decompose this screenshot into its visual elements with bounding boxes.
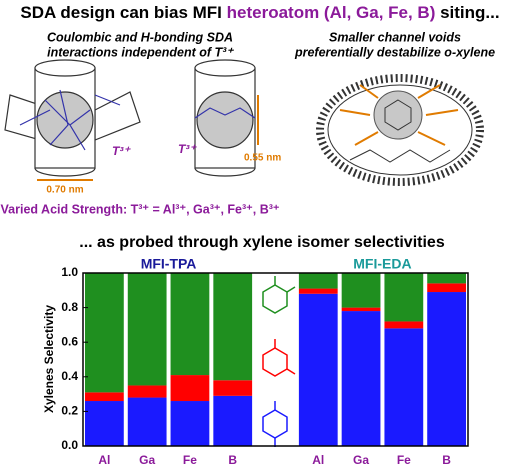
caption: preferentially destabilize o-xylene — [294, 45, 495, 59]
title-part: SDA design can bias MFI — [20, 3, 226, 22]
y-tick-label: 0.6 — [61, 334, 78, 348]
bar-segment — [170, 375, 210, 402]
bar-segment — [384, 273, 424, 322]
y-tick-label: 0.8 — [61, 300, 78, 314]
y-tick-label: 0.0 — [61, 438, 78, 452]
bar-segment — [85, 392, 124, 402]
bar-segment — [170, 401, 210, 446]
caption: Coulombic and H-bonding SDA — [47, 30, 233, 44]
bar-segment — [427, 283, 466, 293]
acid-strength: Varied Acid Strength: T³⁺ = Al³⁺, Ga³⁺, … — [1, 202, 280, 216]
plot-frame — [82, 272, 469, 447]
chart-title: ... as probed through xylene isomer sele… — [79, 234, 445, 251]
bar-segment — [384, 328, 424, 446]
x-tick-label: B — [442, 453, 451, 467]
bar-segment — [341, 311, 381, 446]
x-tick-label: Al — [98, 453, 110, 467]
y-tick-label: 0.4 — [61, 369, 78, 383]
bar-segment — [427, 292, 466, 446]
bar-segment — [213, 273, 253, 381]
y-tick-label: 1.0 — [61, 265, 78, 279]
bar-segment — [213, 380, 253, 396]
bar-segment — [85, 273, 124, 393]
width-label: 0.55 nm — [244, 153, 281, 164]
x-tick-label: B — [228, 453, 237, 467]
x-tick-label: Fe — [183, 453, 197, 467]
bar-segment — [127, 385, 167, 398]
t-label: T³⁺ — [112, 144, 131, 158]
bar-segment — [127, 397, 167, 446]
x-tick-label: Ga — [353, 453, 369, 467]
isomer-icons — [262, 276, 296, 447]
channel-sketch — [4, 59, 259, 181]
group-label: MFI-TPA — [141, 256, 197, 272]
x-tick-label: Ga — [139, 453, 155, 467]
title-part: siting... — [435, 3, 499, 22]
caption: interactions independent of T³⁺ — [47, 45, 234, 59]
group-label: MFI-EDA — [353, 256, 411, 272]
bar-segment — [298, 293, 338, 446]
t-label: T³⁺ — [178, 142, 197, 156]
void-sketch — [316, 74, 484, 186]
title: SDA design can bias MFI heteroatom (Al, … — [20, 3, 499, 22]
caption: Smaller channel voids — [329, 30, 461, 44]
bar-segment — [341, 307, 381, 312]
bar-segment — [384, 321, 424, 329]
y-axis-label: Xylenes Selectivity — [42, 305, 56, 413]
bar-segment — [170, 273, 210, 376]
x-tick-label: Al — [312, 453, 324, 467]
bar-segment — [85, 401, 124, 446]
y-tick-label: 0.2 — [61, 404, 78, 418]
title-part: heteroatom (Al, Ga, Fe, B) — [227, 3, 436, 22]
bar-segment — [298, 288, 338, 294]
bar-segment — [298, 273, 338, 289]
bar-segment — [127, 273, 167, 386]
bar-segment — [213, 395, 253, 446]
x-tick-label: Fe — [397, 453, 411, 467]
width-label: 0.70 nm — [46, 185, 83, 196]
bar-segment — [341, 273, 381, 308]
bar-segment — [427, 273, 466, 284]
